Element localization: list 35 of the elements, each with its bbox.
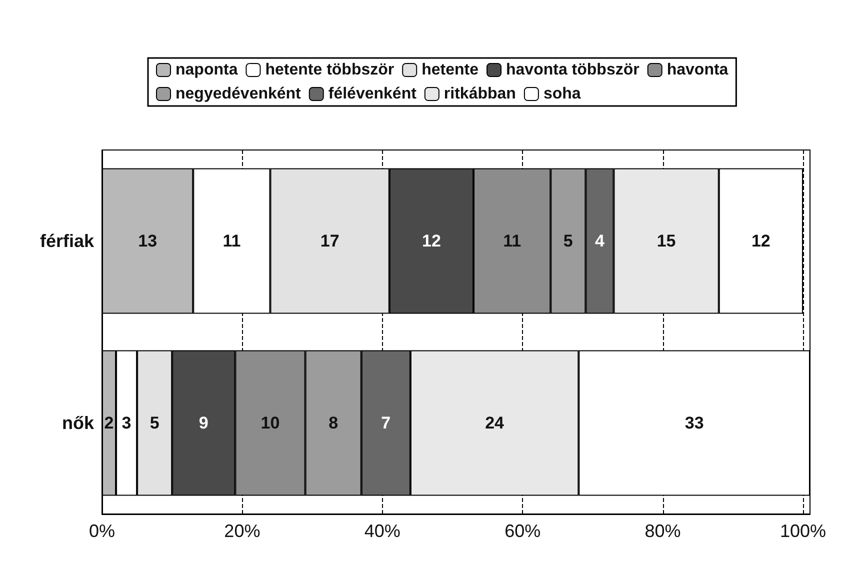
legend-label: félévenként (328, 86, 418, 102)
data-label: 13 (138, 232, 158, 250)
data-label: 17 (320, 232, 340, 250)
legend-label: negyedévenként (176, 86, 302, 102)
data-label: 24 (485, 414, 505, 432)
data-label: 10 (260, 414, 280, 432)
data-label: 7 (381, 414, 391, 432)
data-label: 12 (751, 232, 770, 250)
x-tick-label: 100% (780, 521, 826, 541)
data-label: 2 (104, 414, 114, 432)
data-label: 5 (150, 414, 160, 432)
legend-label: havonta (666, 62, 728, 78)
data-label: 33 (684, 414, 704, 432)
legend-label: hetente (422, 62, 479, 78)
y-tick-label: férfiak (40, 231, 95, 251)
y-tick-label: nők (62, 413, 95, 433)
data-label: 5 (563, 232, 573, 250)
data-label: 12 (422, 232, 441, 250)
x-tick-label: 80% (644, 521, 681, 541)
x-tick-label: 0% (88, 521, 116, 541)
legend-label: havonta többször (506, 62, 640, 78)
legend-label: soha (543, 86, 581, 102)
x-tick-label: 20% (224, 521, 260, 541)
data-label: 3 (122, 414, 132, 432)
legend-label: ritkábban (444, 86, 516, 102)
data-label: 15 (656, 232, 676, 250)
data-label: 8 (328, 414, 338, 432)
data-label: 9 (198, 414, 208, 432)
data-label: 4 (594, 232, 605, 250)
x-tick-label: 60% (504, 521, 541, 541)
legend-label: hetente többször (265, 62, 394, 78)
data-label: 11 (503, 232, 522, 250)
legend-label: naponta (176, 62, 238, 78)
data-label: 11 (222, 232, 241, 250)
x-tick-label: 40% (364, 521, 400, 541)
